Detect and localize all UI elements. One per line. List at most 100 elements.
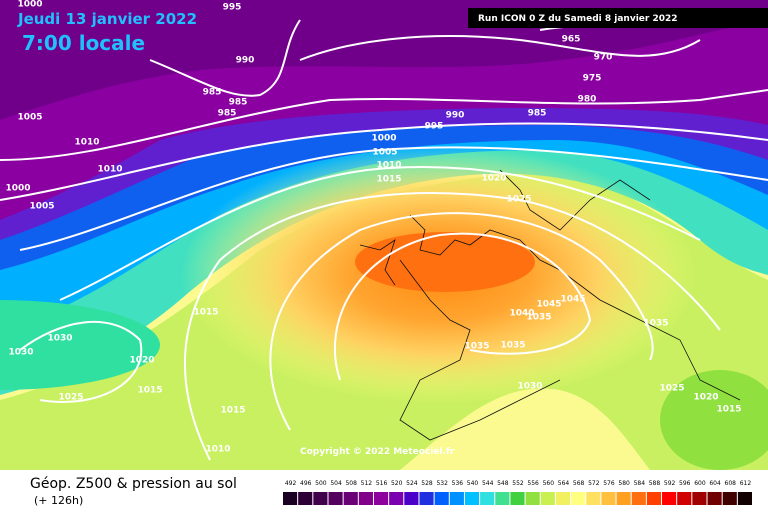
isobar-label: 980: [578, 95, 597, 105]
scale-label: 552: [512, 480, 524, 487]
isobar-label: 965: [562, 35, 581, 45]
isobar-label: 1020: [693, 393, 718, 403]
scale-swatch: [646, 492, 662, 505]
isobar-label: 1025: [58, 393, 83, 403]
isobar-label: 985: [218, 109, 237, 119]
scale-label: 604: [709, 480, 721, 487]
scale-swatch: [510, 492, 525, 505]
isobar-label: 1015: [220, 406, 245, 416]
scale-swatch: [328, 492, 343, 505]
scale-label: 568: [573, 480, 585, 487]
isobar-label: 990: [236, 56, 255, 66]
copyright: Copyright © 2022 Meteociel.fr: [300, 447, 455, 457]
isobar-label: 995: [425, 122, 444, 132]
scale-label: 612: [740, 480, 752, 487]
scale-swatch: [631, 492, 646, 505]
scale-swatch: [540, 492, 555, 505]
scale-label: 548: [497, 480, 509, 487]
isobar-label: 985: [528, 109, 547, 119]
scale-label: 516: [376, 480, 388, 487]
scale-swatch: [616, 492, 631, 505]
scale-label: 536: [452, 480, 464, 487]
isobar-label: 1035: [643, 319, 668, 329]
isobar-label: 1010: [97, 165, 122, 175]
scale-label: 608: [725, 480, 737, 487]
isobar-label: 975: [583, 74, 602, 84]
isobar-label: 1005: [29, 202, 54, 212]
isobar-label: 1015: [193, 308, 218, 318]
scale-label: 596: [679, 480, 691, 487]
isobar-label: 1010: [376, 161, 401, 171]
scale-label: 528: [421, 480, 433, 487]
footer-lead: (+ 126h): [34, 494, 83, 507]
scale-label: 524: [406, 480, 418, 487]
isobar-label: 1035: [526, 313, 551, 323]
scale-label: 544: [482, 480, 494, 487]
isobar-label: 1015: [716, 405, 741, 415]
isobar-label: 1020: [481, 174, 506, 184]
scale-swatch: [419, 492, 434, 505]
isobar-label: 1025: [659, 384, 684, 394]
isobar-label: 1030: [47, 334, 72, 344]
scale-swatch: [480, 492, 495, 505]
scale-swatch: [343, 492, 358, 505]
scale-label: 500: [315, 480, 327, 487]
run-info: Run ICON 0 Z du Samedi 8 janvier 2022: [478, 14, 678, 24]
scale-swatch: [662, 492, 677, 505]
scale-label: 532: [436, 480, 448, 487]
scale-label: 556: [527, 480, 539, 487]
scale-swatch: [495, 492, 510, 505]
scale-swatch: [586, 492, 601, 505]
isobar-label: 985: [229, 98, 248, 108]
scale-swatch: [571, 492, 586, 505]
scale-label: 512: [361, 480, 373, 487]
scale-label: 580: [618, 480, 630, 487]
isobar-label: 1045: [560, 295, 585, 305]
isobar-label: 1045: [536, 300, 561, 310]
scale-swatch: [283, 492, 298, 505]
isobar-label: 970: [594, 53, 613, 63]
scale-label: 496: [300, 480, 312, 487]
isobar-label: 1030: [517, 382, 542, 392]
forecast-date: Jeudi 13 janvier 2022: [17, 10, 197, 28]
isobar-label: 1010: [205, 445, 230, 455]
isobar-label: 1030: [8, 348, 33, 358]
scale-label: 600: [694, 480, 706, 487]
run-box: [468, 8, 768, 28]
isobar-label: 1040: [509, 309, 534, 319]
scale-label: 560: [543, 480, 555, 487]
isobar-label: 995: [223, 3, 242, 13]
scale-swatch: [434, 492, 449, 505]
scale-swatch: [404, 492, 419, 505]
isobar-labels: 995 1000 990 985 985 985 1005 1010 1010 …: [5, 0, 741, 455]
scale-swatch: [389, 492, 404, 505]
footer-title: Géop. Z500 & pression au sol: [30, 476, 237, 492]
scale-swatch: [601, 492, 616, 505]
scale-label: 492: [285, 480, 297, 487]
scale-swatch: [525, 492, 540, 505]
map-background: [0, 0, 768, 471]
isobar-label: 1005: [17, 113, 42, 123]
forecast-time: 7:00 locale: [22, 31, 145, 55]
scale-label: 572: [588, 480, 600, 487]
scale-swatch: [313, 492, 328, 505]
scale-swatch: [358, 492, 373, 505]
scale-label: 592: [664, 480, 676, 487]
color-scale: 492 496 500 504 508 512 516 520 524 528 532 536 540 5…: [283, 480, 752, 505]
scale-swatch: [555, 492, 571, 505]
scale-label: 508: [345, 480, 357, 487]
scale-swatch: [677, 492, 692, 505]
scale-label: 504: [330, 480, 342, 487]
scale-label: 540: [467, 480, 479, 487]
scale-swatch: [373, 492, 389, 505]
isobar-label: 1020: [129, 356, 154, 366]
isobar-label: 1000: [17, 0, 42, 10]
scale-swatch: [692, 492, 707, 505]
isobar-label: 1035: [500, 341, 525, 351]
isobar-label: 1005: [372, 148, 397, 158]
isobar-label: 1035: [464, 342, 489, 352]
scale-swatch: [707, 492, 722, 505]
coastlines: [359, 169, 741, 441]
